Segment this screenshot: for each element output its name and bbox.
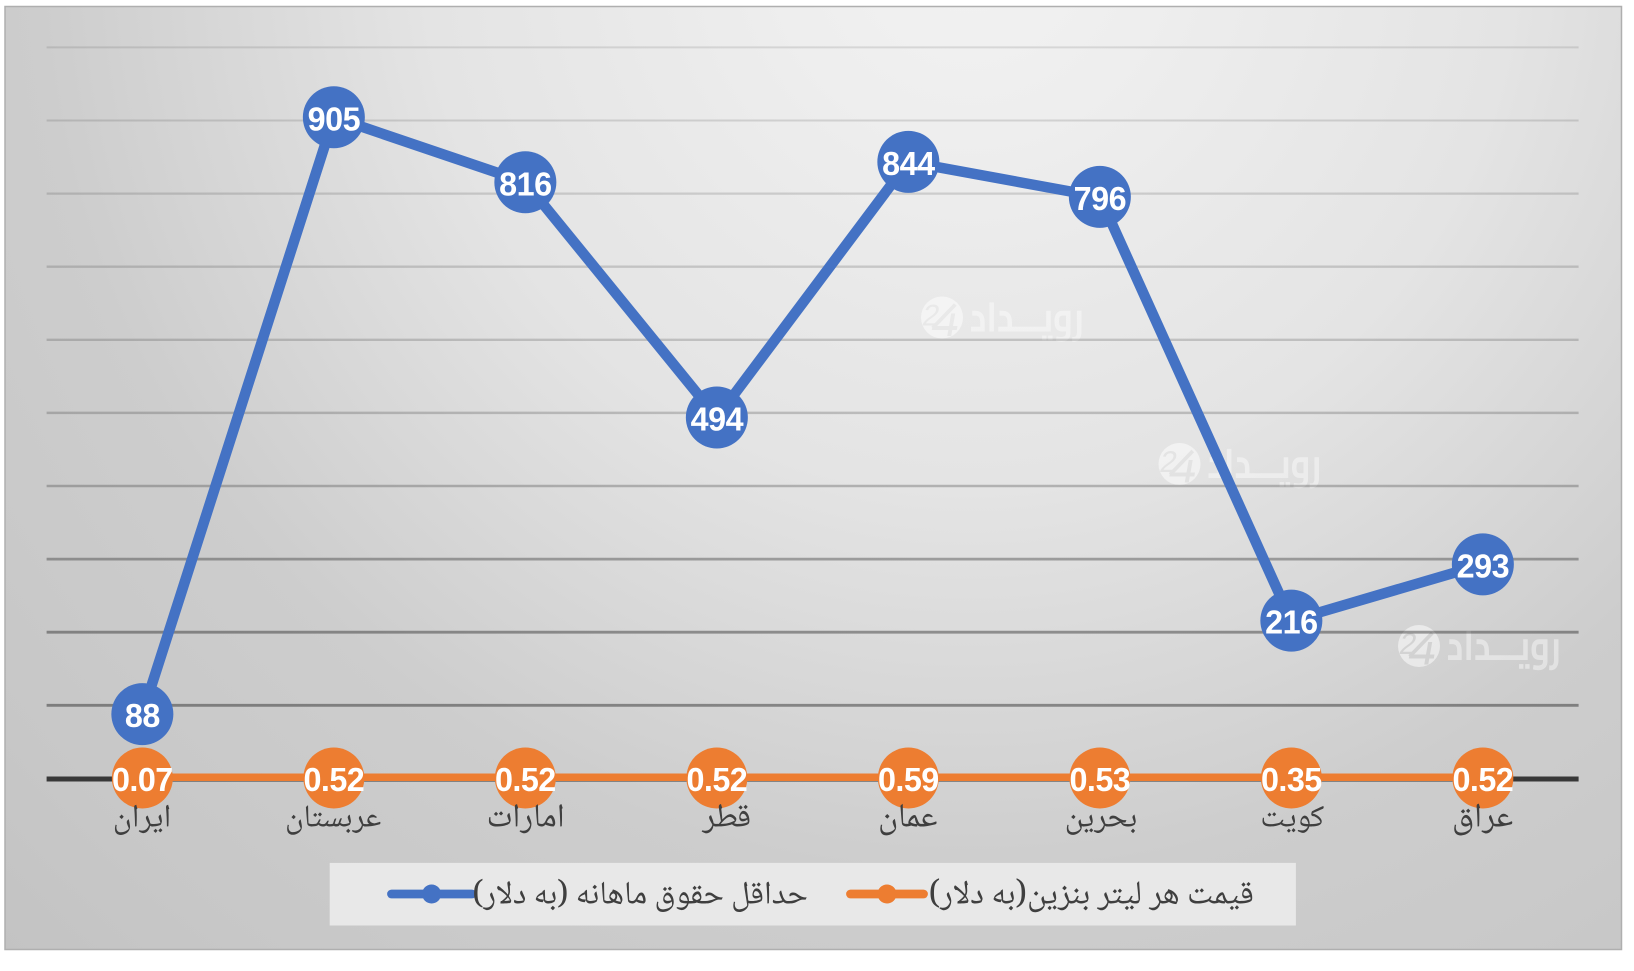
svg-text:0.52: 0.52 (303, 761, 364, 799)
svg-text:0.59: 0.59 (878, 761, 939, 799)
svg-text:0.52: 0.52 (495, 761, 556, 799)
svg-text:0.52: 0.52 (686, 761, 747, 799)
svg-text:796: 796 (1074, 179, 1127, 217)
svg-text:293: 293 (1457, 547, 1510, 585)
svg-text:816: 816 (499, 165, 552, 203)
svg-text:0.35: 0.35 (1261, 761, 1322, 799)
svg-text:88: 88 (125, 696, 160, 734)
svg-text:0.52: 0.52 (1452, 761, 1513, 799)
svg-text:0.07: 0.07 (112, 761, 173, 799)
svg-text:0.53: 0.53 (1069, 761, 1130, 799)
svg-text:905: 905 (308, 100, 361, 138)
svg-text:844: 844 (882, 144, 935, 182)
svg-text:494: 494 (691, 400, 744, 438)
svg-text:216: 216 (1265, 603, 1318, 641)
